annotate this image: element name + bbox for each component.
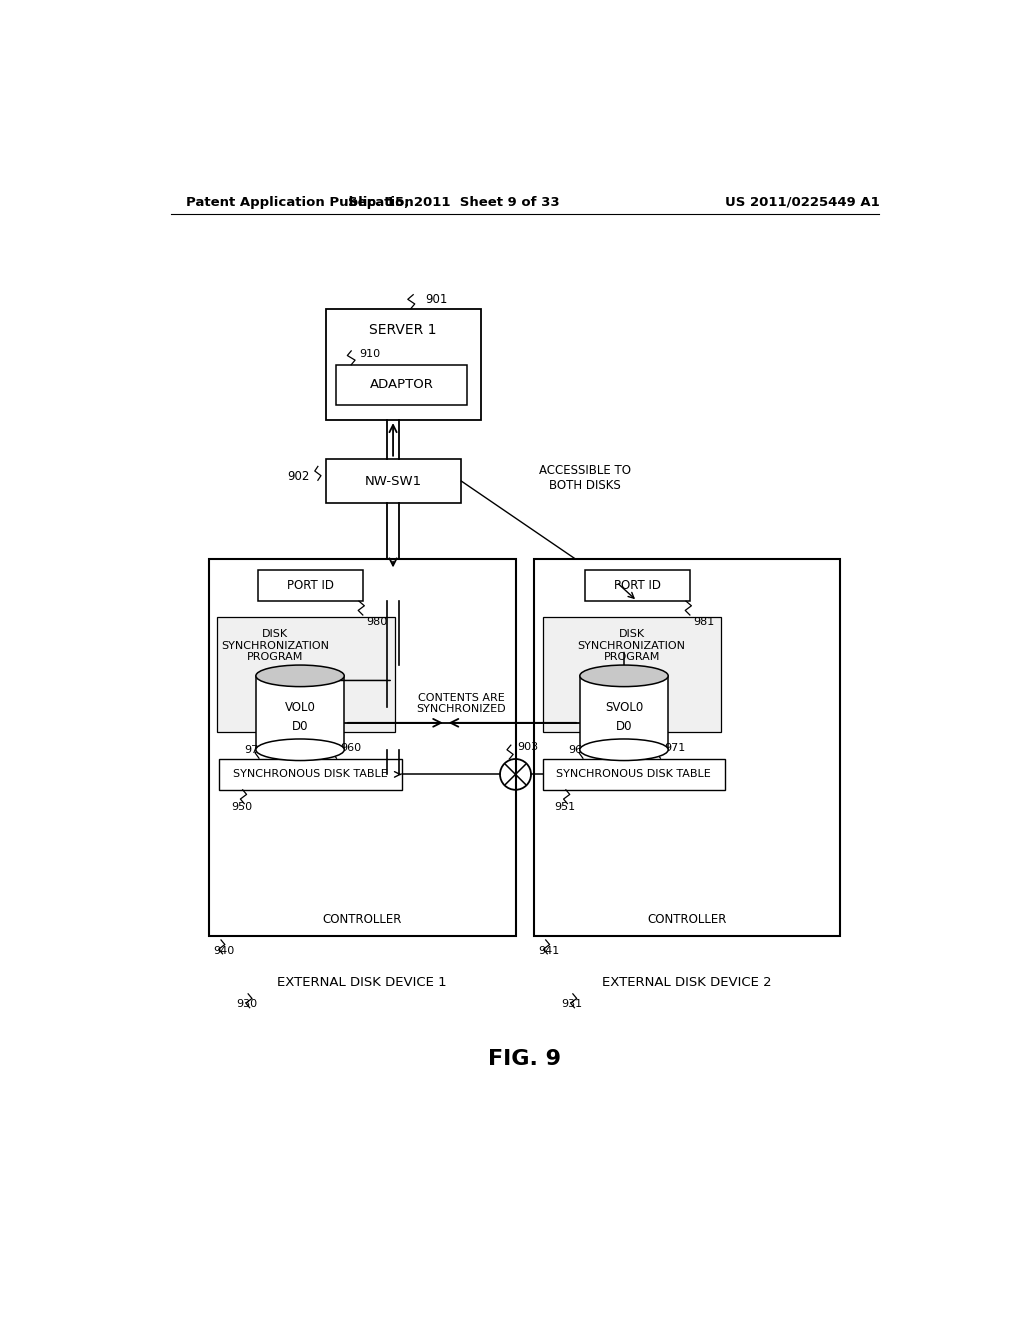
Bar <box>580 676 669 750</box>
Text: CONTROLLER: CONTROLLER <box>323 912 401 925</box>
Text: 981: 981 <box>693 616 715 627</box>
Text: EXTERNAL DISK DEVICE 1: EXTERNAL DISK DEVICE 1 <box>278 975 446 989</box>
Text: 902: 902 <box>287 470 309 483</box>
Text: 950: 950 <box>231 801 252 812</box>
Text: D0: D0 <box>292 721 308 733</box>
Text: EXTERNAL DISK DEVICE 2: EXTERNAL DISK DEVICE 2 <box>602 975 772 989</box>
Bar <box>217 616 395 733</box>
Text: FIG. 9: FIG. 9 <box>488 1049 561 1069</box>
Text: 910: 910 <box>359 350 380 359</box>
Text: CONTENTS ARE
SYNCHRONIZED: CONTENTS ARE SYNCHRONIZED <box>417 693 506 714</box>
Text: 901: 901 <box>425 293 447 306</box>
Text: VOL0: VOL0 <box>285 701 315 714</box>
Bar <box>256 676 344 750</box>
Text: 970: 970 <box>245 744 265 755</box>
Bar <box>586 570 690 601</box>
Bar <box>209 558 515 936</box>
Text: 960: 960 <box>340 743 361 754</box>
Text: ADAPTOR: ADAPTOR <box>370 379 433 391</box>
Text: 980: 980 <box>367 616 388 627</box>
Text: NW-SW1: NW-SW1 <box>365 474 422 487</box>
Ellipse shape <box>580 665 669 686</box>
Ellipse shape <box>580 739 669 760</box>
Bar <box>535 558 841 936</box>
Bar <box>219 759 401 789</box>
Text: 941: 941 <box>538 946 559 957</box>
Bar <box>336 364 467 405</box>
Text: CONTROLLER: CONTROLLER <box>647 912 726 925</box>
Text: PORT ID: PORT ID <box>287 579 334 593</box>
Text: SYNCHRONOUS DISK TABLE: SYNCHRONOUS DISK TABLE <box>556 770 711 779</box>
Text: PORT ID: PORT ID <box>613 579 660 593</box>
Text: US 2011/0225449 A1: US 2011/0225449 A1 <box>725 195 880 209</box>
Text: 930: 930 <box>237 999 258 1008</box>
Bar <box>326 459 461 503</box>
Text: 931: 931 <box>561 999 583 1008</box>
Text: DISK
SYNCHRONIZATION
PROGRAM: DISK SYNCHRONIZATION PROGRAM <box>578 630 686 663</box>
Bar <box>543 759 725 789</box>
Text: SYNCHRONOUS DISK TABLE: SYNCHRONOUS DISK TABLE <box>232 770 387 779</box>
Text: SVOL0: SVOL0 <box>605 701 643 714</box>
Bar <box>326 309 480 420</box>
Ellipse shape <box>256 739 344 760</box>
Text: Patent Application Publication: Patent Application Publication <box>186 195 414 209</box>
Text: D0: D0 <box>615 721 632 733</box>
Text: 961: 961 <box>568 744 590 755</box>
Text: 940: 940 <box>213 946 234 957</box>
Text: Sep. 15, 2011  Sheet 9 of 33: Sep. 15, 2011 Sheet 9 of 33 <box>348 195 559 209</box>
Text: 903: 903 <box>517 742 539 752</box>
Ellipse shape <box>256 665 344 686</box>
Text: ACCESSIBLE TO
BOTH DISKS: ACCESSIBLE TO BOTH DISKS <box>540 463 631 492</box>
Bar <box>543 616 721 733</box>
Text: 951: 951 <box>554 801 575 812</box>
Text: 971: 971 <box>665 743 685 754</box>
Bar <box>258 570 362 601</box>
Text: SERVER 1: SERVER 1 <box>370 323 437 337</box>
Text: DISK
SYNCHRONIZATION
PROGRAM: DISK SYNCHRONIZATION PROGRAM <box>221 630 330 663</box>
